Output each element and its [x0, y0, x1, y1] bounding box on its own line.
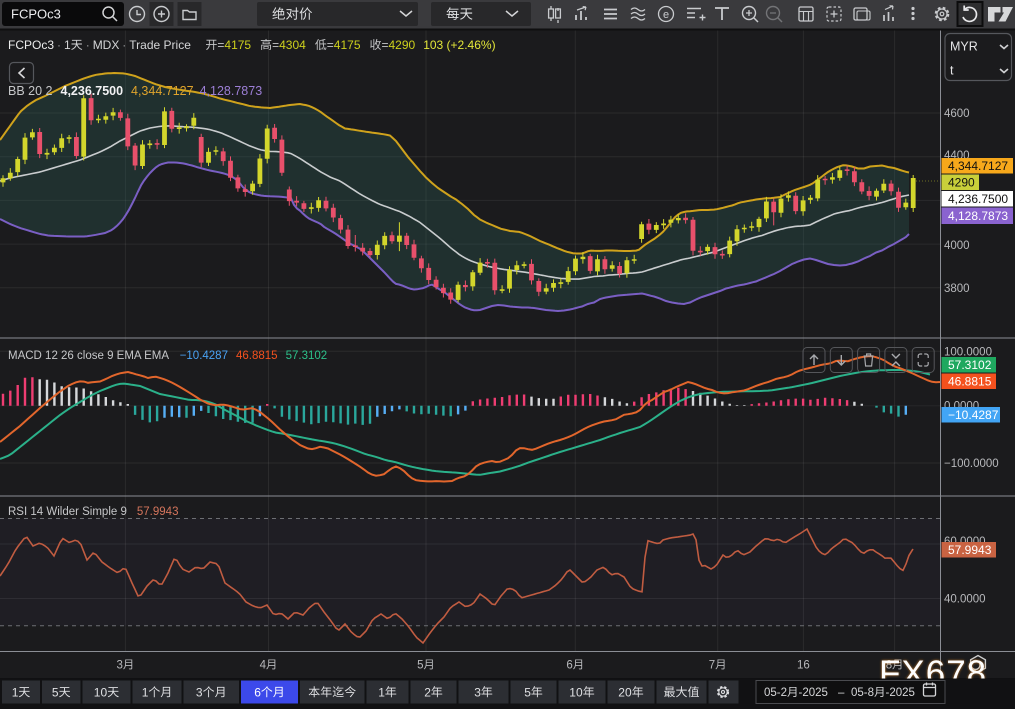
svg-text:–: –	[838, 687, 845, 699]
svg-text:2: 2	[424, 685, 431, 699]
svg-text:·: ·	[86, 38, 90, 52]
svg-text:·: ·	[57, 38, 61, 52]
svg-text:4304: 4304	[279, 38, 306, 52]
svg-text:16: 16	[797, 660, 810, 672]
svg-text:4,344.7127: 4,344.7127	[948, 159, 1008, 173]
svg-text:MACD 12 26 close 9 EMA EMA: MACD 12 26 close 9 EMA EMA	[8, 350, 169, 362]
svg-text:6: 6	[254, 685, 261, 699]
svg-text:05-2: 05-2	[764, 687, 787, 699]
svg-text:-2025: -2025	[799, 687, 828, 699]
svg-text:MDX: MDX	[93, 38, 120, 52]
svg-text:4290: 4290	[389, 38, 416, 52]
svg-text:05-8: 05-8	[851, 687, 874, 699]
svg-text:-2025: -2025	[886, 687, 915, 699]
svg-text:4,128.7873: 4,128.7873	[948, 209, 1008, 223]
svg-text:3: 3	[196, 685, 203, 699]
svg-text:−100.0000: −100.0000	[944, 458, 999, 470]
svg-text:3800: 3800	[944, 283, 970, 295]
svg-text:3: 3	[474, 685, 481, 699]
svg-text:−10.4287: −10.4287	[948, 408, 999, 422]
svg-text:103 (+2.46%): 103 (+2.46%)	[423, 38, 495, 52]
svg-text:46.8815: 46.8815	[948, 374, 992, 388]
svg-text:57.9943: 57.9943	[948, 543, 992, 557]
svg-text:7: 7	[709, 660, 715, 672]
svg-text:=: =	[382, 38, 389, 52]
svg-text:4175: 4175	[334, 38, 361, 52]
svg-text:4000: 4000	[944, 240, 970, 252]
svg-text:40.0000: 40.0000	[944, 594, 986, 606]
svg-text:3: 3	[117, 660, 123, 672]
svg-text:4,236.7500: 4,236.7500	[948, 192, 1008, 206]
svg-text:5: 5	[52, 685, 59, 699]
svg-text:20: 20	[618, 685, 632, 699]
svg-text:1: 1	[378, 685, 385, 699]
svg-text:46.8815: 46.8815	[236, 350, 278, 362]
svg-text:57.9943: 57.9943	[137, 506, 179, 518]
svg-text:=: =	[327, 38, 334, 52]
svg-text:FCPOc3: FCPOc3	[8, 38, 54, 52]
svg-text:Trade Price: Trade Price	[129, 38, 191, 52]
svg-text:t: t	[950, 64, 954, 78]
svg-text:FCPOc3: FCPOc3	[11, 7, 61, 22]
svg-text:4,236.7500: 4,236.7500	[61, 84, 124, 98]
svg-text:1: 1	[142, 685, 149, 699]
svg-text:10: 10	[94, 685, 108, 699]
svg-text:·: ·	[122, 38, 126, 52]
svg-text:4,344.7127: 4,344.7127	[131, 84, 194, 98]
svg-text:57.3102: 57.3102	[948, 358, 992, 372]
svg-text:6: 6	[566, 660, 572, 672]
svg-text:4: 4	[260, 660, 267, 672]
svg-text:MYR: MYR	[950, 40, 978, 54]
svg-text:57.3102: 57.3102	[286, 350, 328, 362]
svg-text:−10.4287: −10.4287	[180, 350, 228, 362]
svg-text:=: =	[217, 38, 224, 52]
svg-text:=: =	[272, 38, 279, 52]
svg-text:4175: 4175	[224, 38, 251, 52]
svg-text:8: 8	[886, 660, 892, 672]
svg-text:1: 1	[64, 38, 71, 52]
svg-text:1: 1	[12, 685, 19, 699]
svg-text:e: e	[663, 9, 669, 21]
svg-text:5: 5	[417, 660, 423, 672]
svg-text:10: 10	[569, 685, 583, 699]
svg-text:4,128.7873: 4,128.7873	[200, 84, 263, 98]
svg-text:RSI 14 Wilder Simple 9: RSI 14 Wilder Simple 9	[8, 506, 127, 518]
svg-text:100.0000: 100.0000	[944, 346, 992, 358]
svg-text:4600: 4600	[944, 108, 970, 120]
svg-text:4290: 4290	[948, 175, 975, 189]
svg-text:5: 5	[524, 685, 531, 699]
svg-text:BB 20 2: BB 20 2	[8, 84, 53, 98]
